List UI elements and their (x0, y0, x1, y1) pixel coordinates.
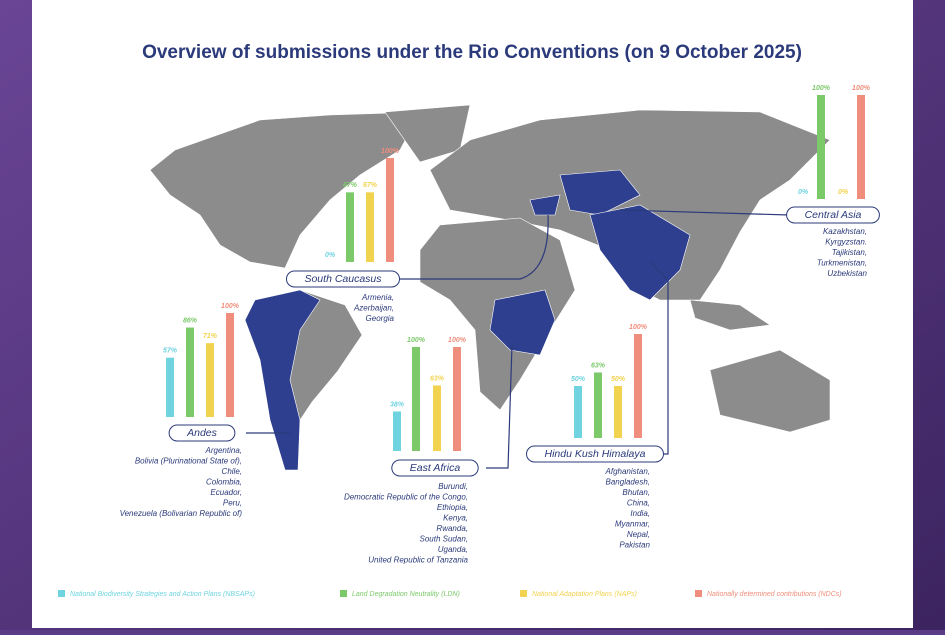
region-label: Hindu Kush Himalaya (545, 448, 646, 460)
country: Nepal, (627, 530, 650, 539)
country: Colombia, (206, 478, 242, 487)
value-label: 63% (591, 362, 606, 369)
bar (366, 192, 374, 262)
country: Burundi, (438, 482, 468, 491)
country: Myanmar, (615, 520, 650, 529)
country: Bolivia (Plurinational State of), (135, 457, 242, 466)
country: Peru, (223, 499, 242, 508)
country: Azerbaijan, (353, 304, 394, 313)
bar (453, 347, 461, 451)
country: Kazakhstan, (823, 227, 867, 236)
value-label: 0% (838, 189, 849, 196)
bar (412, 347, 420, 451)
value-label: 100% (221, 303, 240, 310)
country: Bangladesh, (606, 478, 650, 487)
legend-label: Land Degradation Neutrality (LDN) (352, 591, 460, 598)
value-label: 67% (363, 182, 378, 189)
value-label: 50% (611, 376, 626, 383)
value-label: 67% (343, 182, 358, 189)
region-label: Central Asia (805, 209, 862, 221)
bar (857, 95, 865, 199)
country: Tajikistan, (832, 248, 867, 257)
value-label: 100% (629, 324, 648, 331)
country: Argentina, (205, 446, 242, 455)
value-label: 38% (390, 401, 405, 408)
country: India, (630, 509, 650, 518)
country: Armenia, (361, 293, 394, 302)
country: Ethiopia, (437, 503, 468, 512)
bar (634, 334, 642, 438)
bar (433, 385, 441, 451)
region-label: South Caucasus (304, 273, 382, 285)
value-label: 63% (430, 375, 445, 382)
country: Kyrgyzstan. (825, 238, 867, 247)
value-label: 100% (812, 85, 831, 92)
country: Rwanda, (436, 524, 468, 533)
value-label: 0% (325, 252, 336, 259)
legend-swatch (520, 590, 527, 597)
value-label: 50% (571, 376, 586, 383)
bar (393, 411, 401, 451)
country: Georgia (366, 314, 395, 323)
legend: National Biodiversity Strategies and Act… (58, 590, 842, 598)
bar (574, 386, 582, 438)
value-label: 100% (381, 148, 400, 155)
country: Turkmenistan, (817, 259, 867, 268)
country: Chile, (222, 467, 242, 476)
bar (386, 158, 394, 262)
country: South Sudan, (420, 535, 468, 544)
country: Afghanistan, (605, 467, 650, 476)
bar (166, 357, 174, 417)
connectors (246, 209, 790, 469)
value-label: 100% (407, 337, 426, 344)
country: Ecuador, (210, 488, 242, 497)
value-label: 100% (448, 337, 467, 344)
bar (594, 372, 602, 438)
region-box (168, 424, 236, 442)
value-label: 0% (798, 189, 809, 196)
value-label: 71% (203, 333, 218, 340)
region-box (285, 270, 401, 288)
bar (226, 313, 234, 417)
bar (206, 343, 214, 417)
country: United Republic of Tanzania (368, 556, 468, 565)
country: Pakistan (619, 541, 650, 550)
bar (614, 386, 622, 438)
country: China, (627, 499, 650, 508)
bar (186, 327, 194, 417)
bar (346, 192, 354, 262)
country: Uzbekistan (827, 269, 867, 278)
country: Kenya, (443, 514, 468, 523)
region-box (526, 445, 664, 463)
region-label: East Africa (410, 462, 461, 474)
country: Democratic Republic of the Congo, (344, 493, 468, 502)
title: Overview of submissions under the Rio Co… (142, 42, 802, 63)
value-label: 100% (852, 85, 871, 92)
region-label: Andes (186, 427, 218, 439)
legend-swatch (695, 590, 702, 597)
region-box (391, 459, 479, 477)
country: Venezuela (Bolivarian Republic of) (120, 509, 243, 518)
country: Uganda, (438, 545, 468, 554)
legend-swatch (340, 590, 347, 597)
country: Bhutan, (622, 488, 650, 497)
value-label: 57% (163, 348, 178, 355)
bar (817, 95, 825, 199)
legend-label: Nationally determined contributions (NDC… (707, 591, 842, 598)
legend-swatch (58, 590, 65, 597)
legend-label: National Adaptation Plans (NAPs) (532, 591, 637, 598)
value-label: 86% (183, 317, 198, 324)
legend-label: National Biodiversity Strategies and Act… (70, 591, 255, 598)
regions: 57% 86% 71% 100% Andes Argentina, Bolivia (Plu… (120, 85, 880, 565)
region-box (786, 206, 880, 224)
